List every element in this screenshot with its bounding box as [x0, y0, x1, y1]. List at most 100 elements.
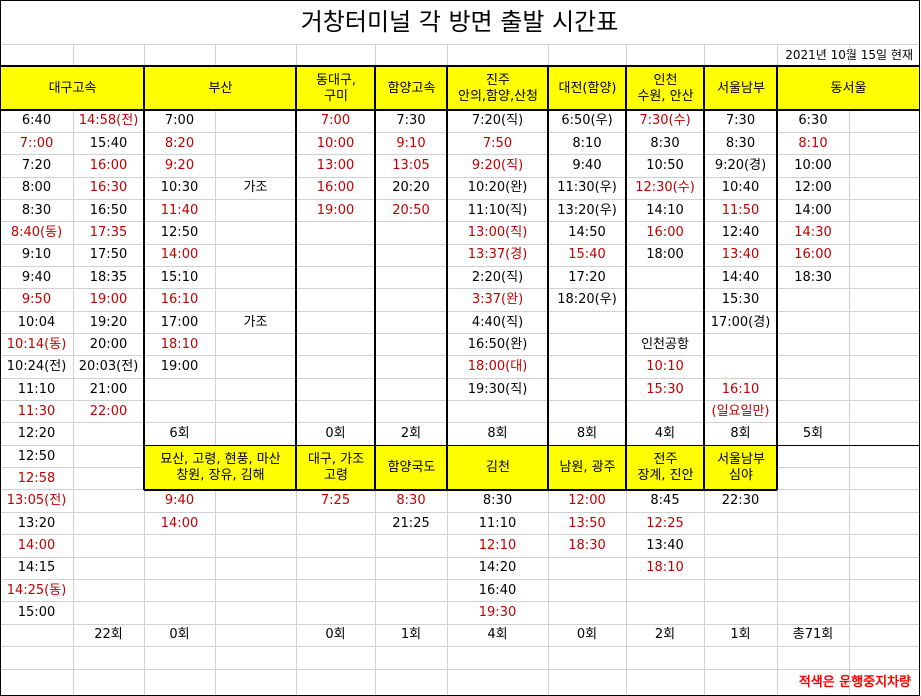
section-border	[144, 489, 777, 491]
timetable-cell: 4회	[654, 426, 676, 442]
column-border	[143, 445, 145, 490]
timetable-cell: 13:05	[392, 158, 430, 174]
timetable-cell: 11:10	[17, 381, 56, 397]
timetable-cell: 19:30(직)	[467, 381, 528, 397]
timetable-cell: 5회	[802, 426, 824, 442]
timetable-cell: 10:24(전)	[6, 359, 67, 375]
timetable-cell: 6:30	[798, 113, 828, 129]
grid-line	[0, 511, 919, 513]
timetable-cell: 8:30	[21, 202, 52, 218]
timetable-cell: 17:20	[568, 269, 606, 285]
timetable-cell: 8:40(동)	[10, 225, 63, 241]
timetable-cell: 16:00	[89, 158, 128, 174]
timetable-cell: 10:40	[721, 180, 760, 196]
grid-line	[0, 400, 919, 402]
timetable-cell: 1회	[730, 627, 751, 643]
header-line: 고령	[324, 467, 348, 483]
header-hamyang-national: 함양국도	[376, 445, 447, 490]
grid-line	[0, 645, 919, 647]
timetable-cell: 19:30	[478, 605, 517, 621]
timetable-cell: 15:00	[17, 605, 56, 621]
timetable-cell: 11:40	[160, 202, 199, 218]
timetable-cell: 7:30	[396, 113, 426, 129]
timetable-cell: 13:20(우)	[557, 202, 617, 218]
header-line: 묘산, 고령, 현풍, 마산	[160, 452, 281, 467]
timetable-cell: 9:10	[396, 135, 426, 151]
timetable-cell: 12:40	[721, 225, 760, 241]
column-border	[776, 445, 778, 490]
grid-line	[0, 43, 919, 45]
as-of-date: 2021년 10월 15일 현재	[785, 47, 913, 62]
grid-line	[0, 310, 919, 312]
header-daegu-gajo-goryeong: 대구, 가조 고령	[297, 445, 375, 490]
column-border	[295, 445, 297, 490]
timetable-cell: 19:00	[160, 359, 199, 375]
timetable-cell: 17:35	[89, 225, 128, 241]
header-line: 수원, 안산	[637, 88, 694, 104]
timetable-cell: 12:00	[794, 180, 832, 196]
timetable-cell: 19:00	[89, 292, 128, 308]
timetable-cell: 18:00	[646, 247, 684, 263]
timetable-cell: 20:20	[392, 180, 430, 196]
table-border	[0, 109, 919, 111]
timetable-cell: 11:10	[478, 515, 517, 531]
grid-line	[0, 265, 919, 267]
timetable-cell: 2회	[400, 426, 422, 442]
timetable-cell: 22:00	[89, 403, 128, 419]
table-border	[0, 65, 919, 67]
header-incheon: 인천 수원, 안산	[627, 67, 704, 110]
timetable-cell: 18:10	[160, 336, 199, 352]
timetable-cell: 18:10	[646, 560, 684, 576]
grid-line	[0, 556, 919, 558]
timetable-cell: 17:00(경)	[710, 314, 771, 330]
grid-line	[0, 601, 919, 603]
grid-line	[0, 176, 919, 178]
grid-line	[0, 198, 919, 200]
timetable-cell: 8:10	[798, 135, 828, 151]
timetable-cell: 8:00	[21, 180, 52, 196]
grid-line	[848, 44, 850, 696]
column-border	[446, 445, 448, 490]
timetable-cell: 14:15	[17, 560, 56, 576]
timetable-cell: 12:50	[160, 225, 199, 241]
header-dongseoul: 동서울	[778, 67, 919, 110]
timetable-cell: 11:50	[721, 202, 760, 218]
timetable-cell: 10:04	[17, 314, 56, 330]
timetable-cell: 14:00	[160, 515, 199, 531]
grid-line	[0, 578, 919, 580]
timetable-cell: 14:00	[17, 538, 56, 554]
timetable-cell: 12:50	[17, 448, 56, 464]
timetable-cell: 13:00(직)	[467, 225, 528, 241]
timetable-cell: 7:25	[320, 493, 351, 509]
timetable-cell: 15:30	[646, 381, 684, 397]
timetable-cell: 18:20(우)	[557, 292, 617, 308]
timetable-cell: 14:40	[721, 269, 760, 285]
timetable-cell: 8:10	[572, 135, 602, 151]
column-border	[374, 66, 376, 446]
header-namwon-gwangju: 남원, 광주	[549, 445, 626, 490]
timetable-cell: 8:30	[482, 493, 513, 509]
column-border	[625, 445, 627, 490]
header-line: 인천	[653, 72, 678, 88]
grid-line	[72, 44, 74, 696]
header-daejeon: 대전(함양)	[549, 67, 626, 110]
timetable-cell: 14:25(동)	[6, 582, 67, 598]
timetable-cell: 9:10	[21, 247, 52, 263]
timetable-cell: 20:50	[392, 202, 430, 218]
timetable-cell: 0회	[576, 627, 598, 643]
timetable-cell: 8:30	[396, 493, 426, 509]
column-border	[143, 66, 145, 446]
header-line: 함양국도	[387, 459, 436, 475]
header-line: 구미	[324, 88, 348, 104]
timetable-cell: 가조	[243, 180, 268, 196]
timetable-cell: 8:30	[725, 135, 756, 151]
header-line: 전주	[653, 452, 678, 467]
timetable-cell: 10:00	[794, 158, 832, 174]
timetable-cell: 16:30	[89, 180, 128, 196]
timetable-cell: 19:20	[89, 314, 128, 330]
header-jinju: 진주 안의,함양,산청	[448, 67, 548, 110]
header-line: 장계, 진안	[637, 467, 694, 483]
timetable-cell: 10:10	[646, 359, 684, 375]
timetable-cell: 8회	[576, 426, 598, 442]
